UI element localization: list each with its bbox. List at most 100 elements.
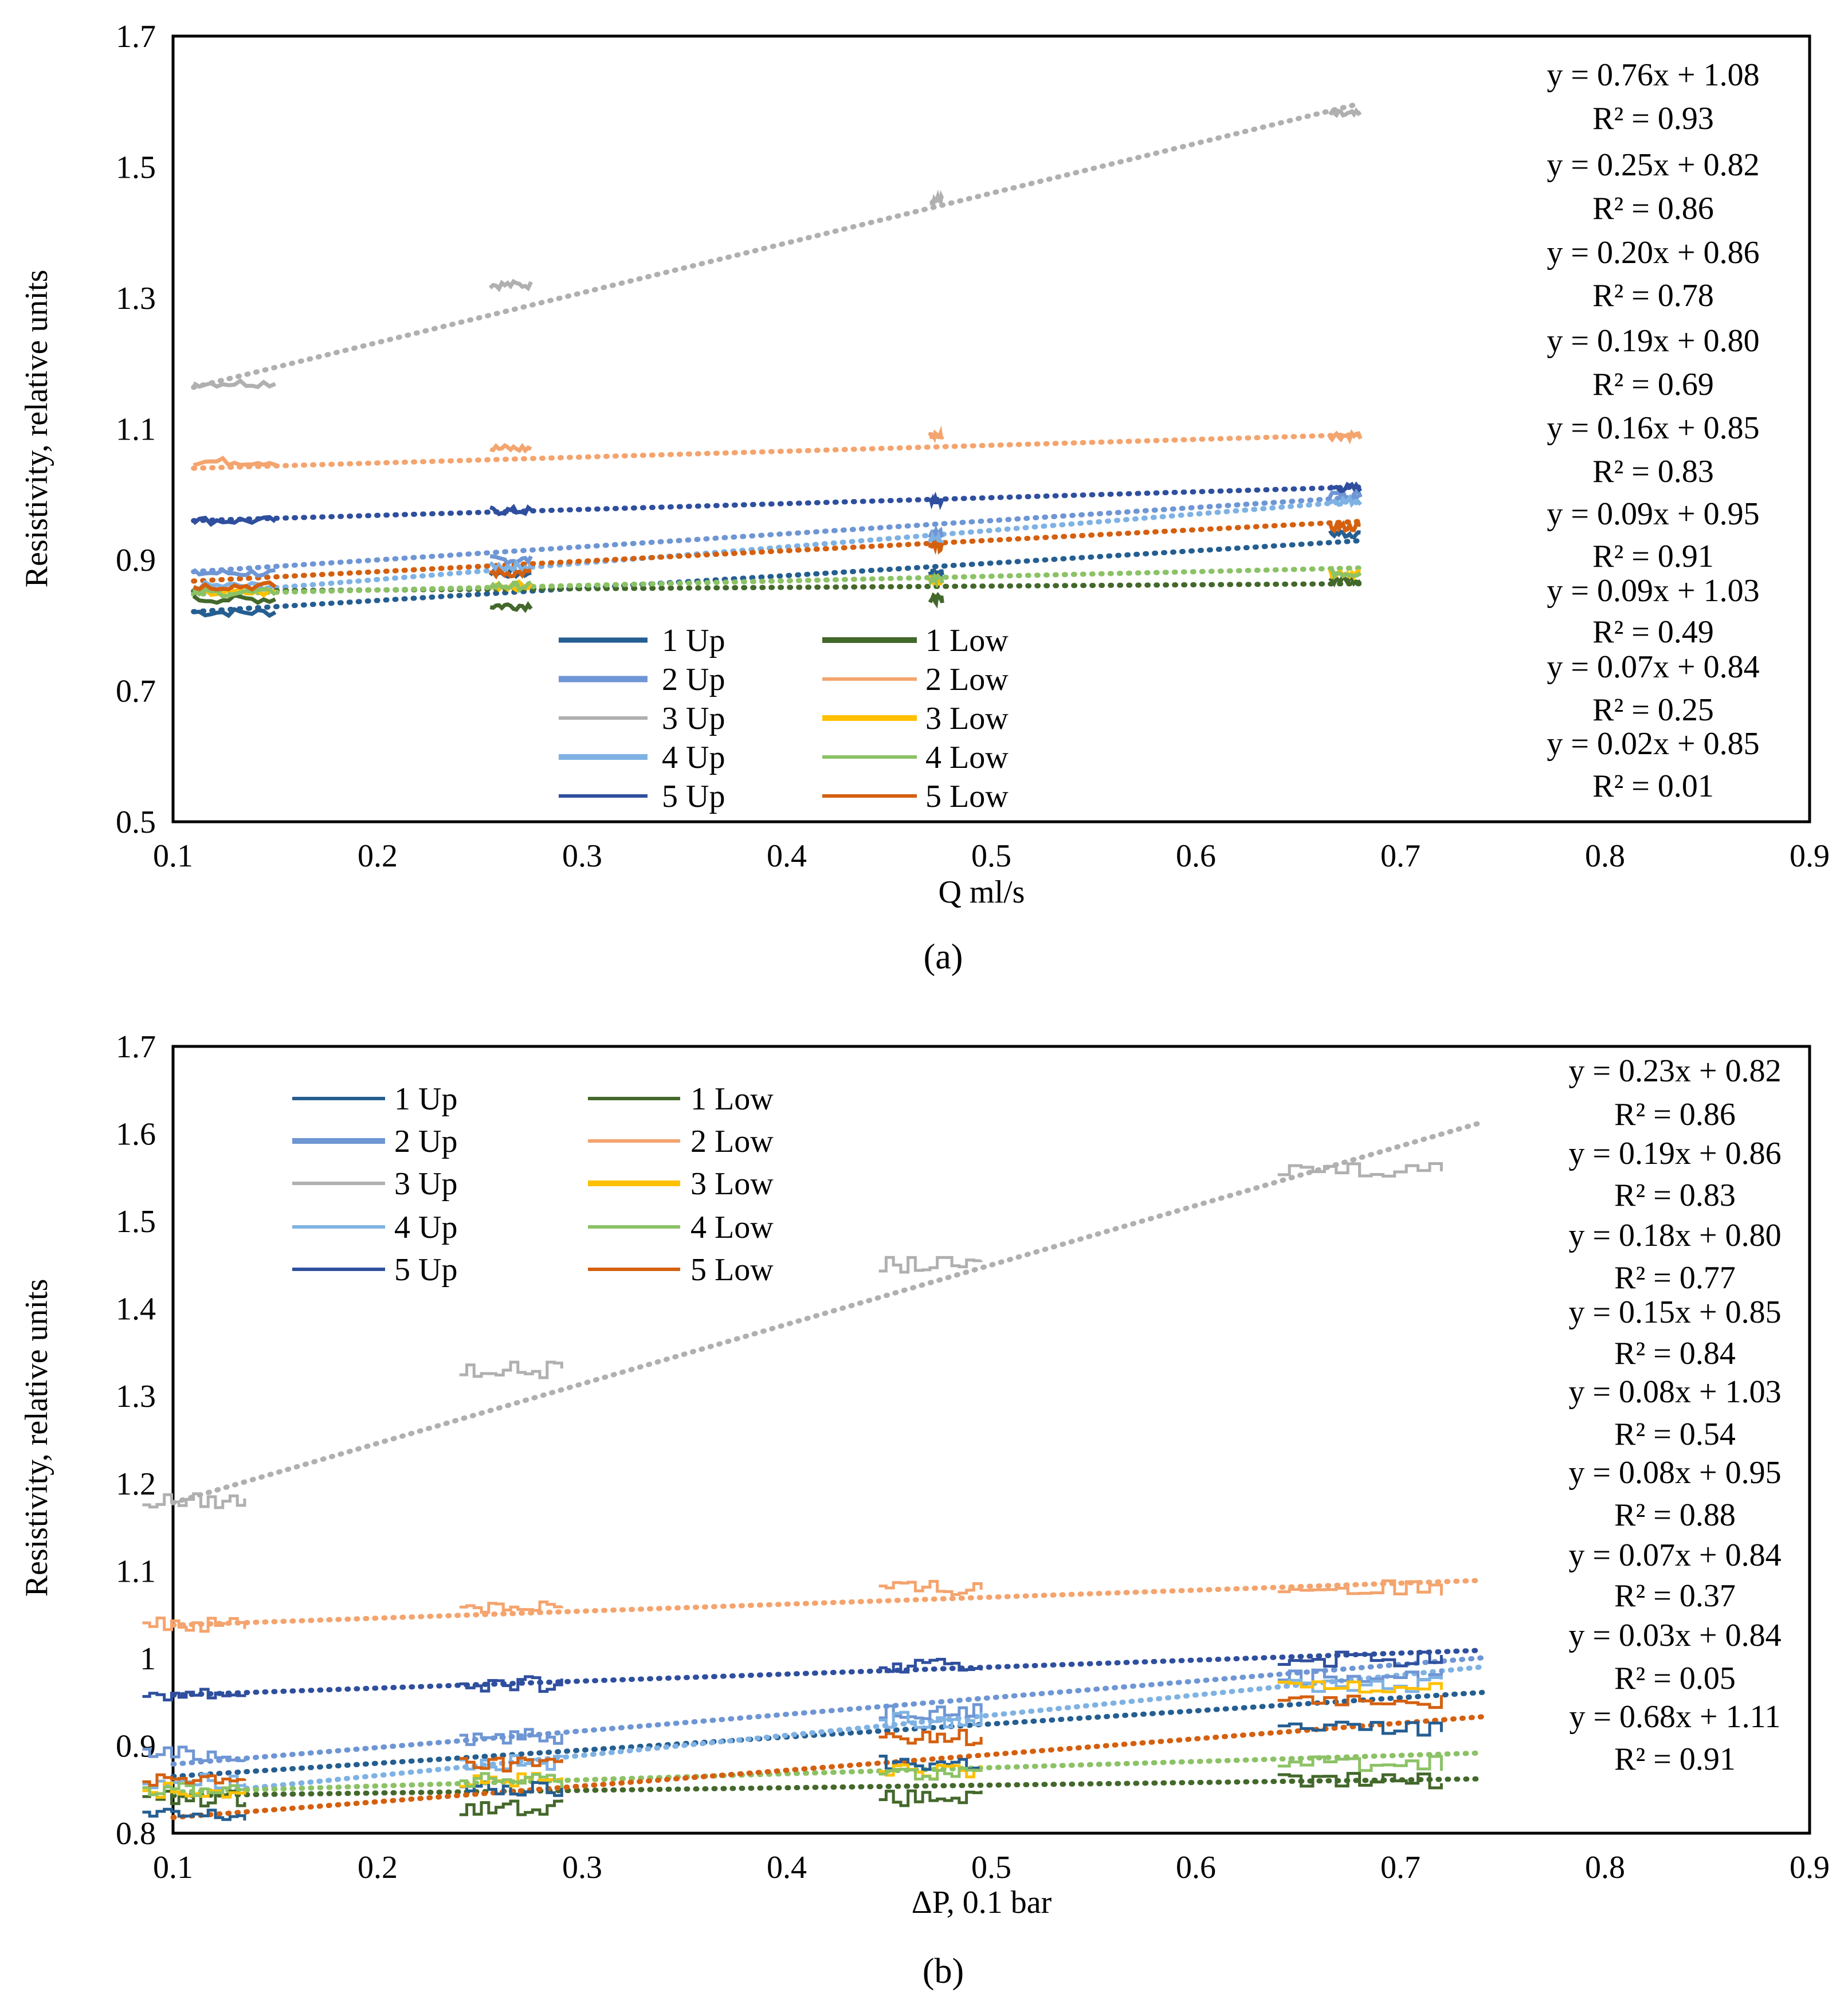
data-series-4-up bbox=[1329, 493, 1363, 508]
x-tick-label: 0.4 bbox=[767, 1850, 807, 1885]
data-series-2-low bbox=[878, 1580, 983, 1596]
data-series-1-low bbox=[928, 591, 944, 609]
legend-label: 3 Low bbox=[690, 1166, 774, 1202]
data-series-5-low bbox=[142, 1773, 246, 1787]
data-series-4-low bbox=[878, 1766, 983, 1781]
legend-label: 2 Up bbox=[394, 1124, 457, 1159]
x-axis-title: ΔP, 0.1 bar bbox=[912, 1885, 1052, 1920]
trendline-equation: y = 0.18x + 0.80 bbox=[1568, 1218, 1781, 1253]
y-axis-title: Resistivity, relative units bbox=[19, 1279, 54, 1597]
legend-label: 4 Up bbox=[662, 740, 725, 775]
data-series-5-low bbox=[878, 1728, 983, 1746]
data-series-3-up bbox=[1277, 1162, 1443, 1178]
legend-label: 1 Up bbox=[394, 1081, 457, 1117]
legend-label: 5 Low bbox=[690, 1252, 774, 1288]
y-tick-label: 1 bbox=[140, 1641, 156, 1677]
data-series-5-low bbox=[1328, 520, 1361, 534]
x-tick-label: 0.7 bbox=[1380, 1850, 1421, 1885]
x-tick-label: 0.8 bbox=[1585, 838, 1625, 874]
data-series-5-low bbox=[928, 539, 944, 555]
trendline-4-up bbox=[170, 1664, 1485, 1798]
data-series-4-low bbox=[488, 580, 532, 594]
data-series-2-up bbox=[192, 567, 276, 578]
data-series-4-up bbox=[489, 559, 533, 574]
y-tick-label: 1.6 bbox=[116, 1117, 156, 1152]
data-series-2-low bbox=[459, 1600, 563, 1614]
chart-panel-b: 0.1 0.2 0.3 0.4 0.5 0.6 0.7 0.8 0.9 0.8 0.9 1 1.1 1.2… bbox=[19, 1029, 1830, 1991]
data-series-2-low bbox=[1328, 429, 1363, 445]
legend-label: 4 Low bbox=[690, 1210, 774, 1245]
trendline-3-up bbox=[170, 1119, 1485, 1505]
trendline-5-up bbox=[191, 484, 1363, 524]
trendline-1-up bbox=[191, 538, 1363, 614]
trendline-equation: y = 0.15x + 0.85 bbox=[1568, 1295, 1781, 1330]
y-tick-label: 0.9 bbox=[116, 1728, 156, 1764]
legend-label: 4 Low bbox=[925, 740, 1009, 775]
data-series-2-up bbox=[489, 554, 533, 567]
x-tick-label: 0.8 bbox=[1585, 1850, 1625, 1885]
data-series-3-low bbox=[1277, 1680, 1443, 1694]
trendline-2-low bbox=[170, 1578, 1485, 1628]
x-tick-label: 0.2 bbox=[358, 1850, 398, 1885]
trendline-equation: y = 0.09x + 1.03 bbox=[1547, 573, 1759, 609]
y-tick-label: 0.5 bbox=[116, 805, 156, 840]
data-series-4-low bbox=[1277, 1755, 1443, 1772]
x-tick-label: 0.9 bbox=[1790, 1850, 1830, 1885]
data-series-4-low bbox=[192, 587, 277, 599]
trendline-equation: R² = 0.91 bbox=[1592, 539, 1714, 574]
data-series-3-up bbox=[459, 1360, 563, 1379]
legend-label: 2 Low bbox=[925, 662, 1009, 697]
trendline-2-up bbox=[191, 494, 1363, 575]
data-series-3-up bbox=[878, 1256, 983, 1274]
data-series-5-up bbox=[878, 1657, 983, 1674]
x-tick-label: 0.5 bbox=[971, 1850, 1011, 1885]
data-series-1-low bbox=[459, 1799, 563, 1817]
legend-label: 5 Up bbox=[662, 779, 725, 814]
legend-label: 2 Up bbox=[662, 662, 725, 697]
trendline-2-up bbox=[170, 1655, 1485, 1767]
data-series-1-low bbox=[1277, 1772, 1443, 1790]
x-tick-label: 0.4 bbox=[767, 838, 807, 874]
legend-label: 5 Up bbox=[394, 1252, 457, 1288]
y-tick-label: 0.7 bbox=[116, 674, 156, 709]
data-series-5-low bbox=[1277, 1695, 1443, 1709]
trendline-equation: R² = 0.69 bbox=[1592, 367, 1714, 402]
y-tick-label: 1.7 bbox=[116, 1029, 156, 1065]
trendline-equation: y = 0.08x + 1.03 bbox=[1568, 1374, 1781, 1410]
x-tick-label: 0.9 bbox=[1790, 838, 1830, 874]
trendline-equation: R² = 0.78 bbox=[1592, 278, 1714, 313]
x-tick-label: 0.3 bbox=[562, 1850, 602, 1885]
trendline-equation: y = 0.07x + 0.84 bbox=[1547, 649, 1759, 685]
trendline-equation: y = 0.08x + 0.95 bbox=[1568, 1455, 1781, 1491]
x-tick-label: 0.3 bbox=[562, 838, 602, 874]
trendline-equation: R² = 0.88 bbox=[1614, 1497, 1736, 1533]
data-series-1-up bbox=[878, 1754, 983, 1771]
trendline-equation: y = 0.03x + 0.84 bbox=[1568, 1618, 1781, 1653]
trendline-equation: R² = 0.01 bbox=[1592, 768, 1714, 804]
data-series-2-low bbox=[193, 456, 276, 468]
trendline-equation: R² = 0.91 bbox=[1614, 1742, 1736, 1777]
trendline-equation: R² = 0.25 bbox=[1592, 692, 1714, 728]
y-tick-label: 1.1 bbox=[116, 412, 156, 448]
trendline-equation: y = 0.09x + 0.95 bbox=[1547, 496, 1759, 532]
legend-label: 3 Low bbox=[925, 701, 1009, 736]
data-series-1-up bbox=[193, 607, 277, 618]
data-series-4-low bbox=[142, 1782, 246, 1797]
y-tick-label: 0.8 bbox=[116, 1816, 156, 1852]
trendline-4-low bbox=[170, 1750, 1485, 1795]
x-tick-label: 0.1 bbox=[153, 1850, 193, 1885]
y-tick-label: 0.9 bbox=[116, 543, 156, 578]
trendline-equation: R² = 0.83 bbox=[1614, 1178, 1736, 1213]
data-series-1-up bbox=[142, 1807, 246, 1821]
y-tick-label: 1.5 bbox=[116, 150, 156, 186]
x-tick-label: 0.5 bbox=[971, 838, 1011, 874]
y-tick-label: 1.5 bbox=[116, 1204, 156, 1240]
data-series-5-up bbox=[459, 1675, 563, 1693]
trendline-3-up bbox=[191, 101, 1363, 390]
data-series-4-up bbox=[878, 1711, 983, 1729]
data-series-5-up bbox=[142, 1688, 246, 1702]
legend-label: 4 Up bbox=[394, 1210, 457, 1245]
data-series-3-up bbox=[488, 279, 533, 293]
x-tick-label: 0.2 bbox=[358, 838, 398, 874]
legend-label: 2 Low bbox=[690, 1124, 774, 1159]
